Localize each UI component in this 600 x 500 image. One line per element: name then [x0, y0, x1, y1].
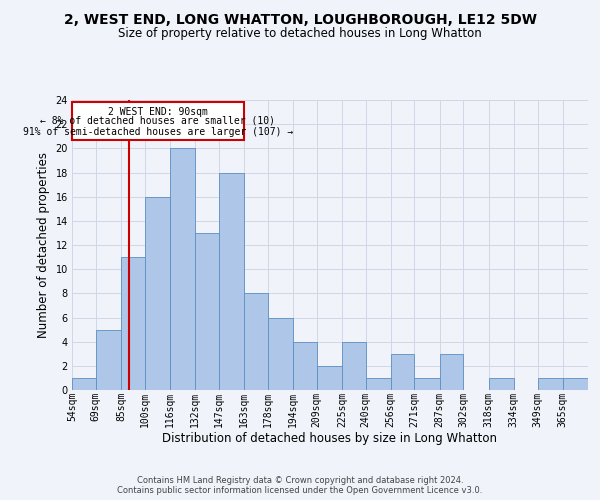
Bar: [488, 378, 514, 390]
Bar: [415, 378, 440, 390]
X-axis label: Distribution of detached houses by size in Long Whatton: Distribution of detached houses by size …: [163, 432, 497, 445]
Bar: [268, 318, 293, 390]
Bar: [121, 257, 145, 390]
Text: ← 8% of detached houses are smaller (10): ← 8% of detached houses are smaller (10): [41, 116, 275, 126]
Text: 2, WEST END, LONG WHATTON, LOUGHBOROUGH, LE12 5DW: 2, WEST END, LONG WHATTON, LOUGHBOROUGH,…: [64, 12, 536, 26]
Bar: [95, 330, 121, 390]
FancyBboxPatch shape: [72, 102, 244, 140]
Text: Contains public sector information licensed under the Open Government Licence v3: Contains public sector information licen…: [118, 486, 482, 495]
Bar: [563, 378, 588, 390]
Text: Contains HM Land Registry data © Crown copyright and database right 2024.: Contains HM Land Registry data © Crown c…: [137, 476, 463, 485]
Y-axis label: Number of detached properties: Number of detached properties: [37, 152, 50, 338]
Bar: [342, 342, 365, 390]
Bar: [195, 233, 219, 390]
Text: 2 WEST END: 90sqm: 2 WEST END: 90sqm: [108, 106, 208, 117]
Bar: [72, 378, 95, 390]
Bar: [244, 294, 268, 390]
Bar: [538, 378, 563, 390]
Bar: [145, 196, 170, 390]
Text: Size of property relative to detached houses in Long Whatton: Size of property relative to detached ho…: [118, 28, 482, 40]
Bar: [219, 172, 244, 390]
Bar: [317, 366, 342, 390]
Bar: [365, 378, 391, 390]
Text: 91% of semi-detached houses are larger (107) →: 91% of semi-detached houses are larger (…: [23, 126, 293, 136]
Bar: [440, 354, 463, 390]
Bar: [293, 342, 317, 390]
Bar: [391, 354, 415, 390]
Bar: [170, 148, 195, 390]
